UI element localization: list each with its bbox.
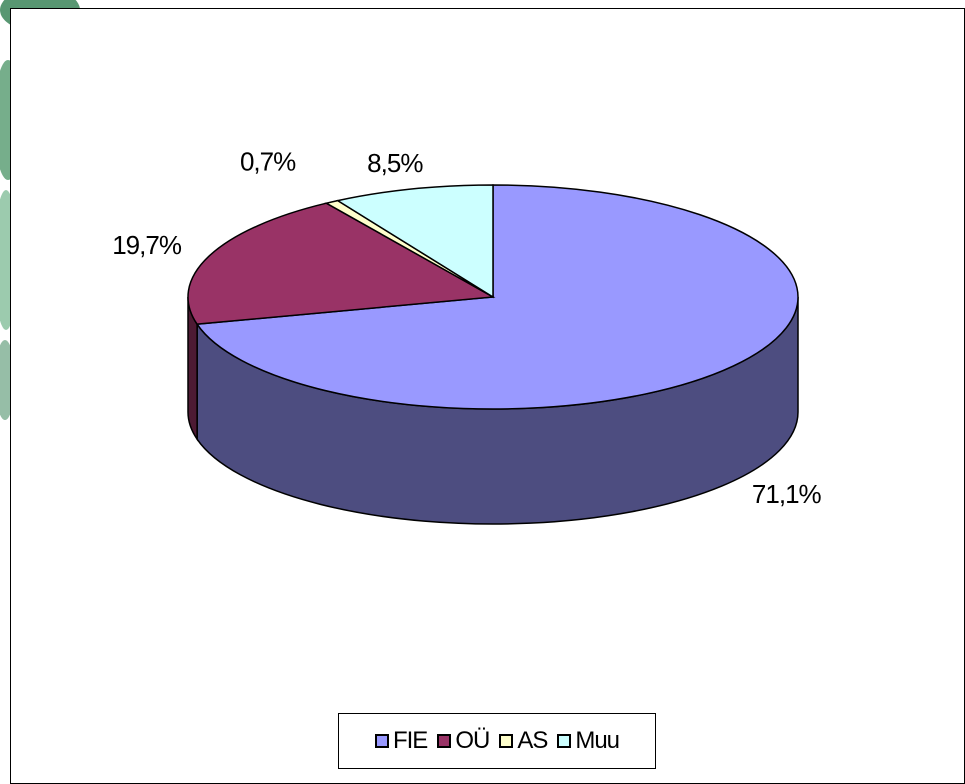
legend-label: AS [517,727,548,754]
pie-tops [187,184,799,410]
data-label: 0,7% [240,147,296,177]
data-label: 8,5% [367,148,423,178]
legend: FIE OÜ AS Muu [338,713,656,769]
legend-item: AS [499,727,548,755]
legend-swatch [374,734,389,748]
data-label: 19,7% [112,230,182,260]
legend-item: OÜ [437,727,490,755]
legend-label: OÜ [455,727,490,754]
pie-slice [195,184,799,410]
legend-item: Muu [557,727,620,755]
pie-slice [187,202,496,325]
legend-label: Muu [575,727,620,754]
legend-label: FIE [392,727,428,754]
legend-swatch [557,734,572,748]
legend-swatch [437,734,452,748]
data-labels: 71,1% 19,7% 0,7% 8,5% [112,147,822,509]
legend-swatch [499,734,514,748]
pie-slice [335,184,494,299]
legend-item: FIE [374,727,428,755]
data-label: 71,1% [752,479,822,509]
